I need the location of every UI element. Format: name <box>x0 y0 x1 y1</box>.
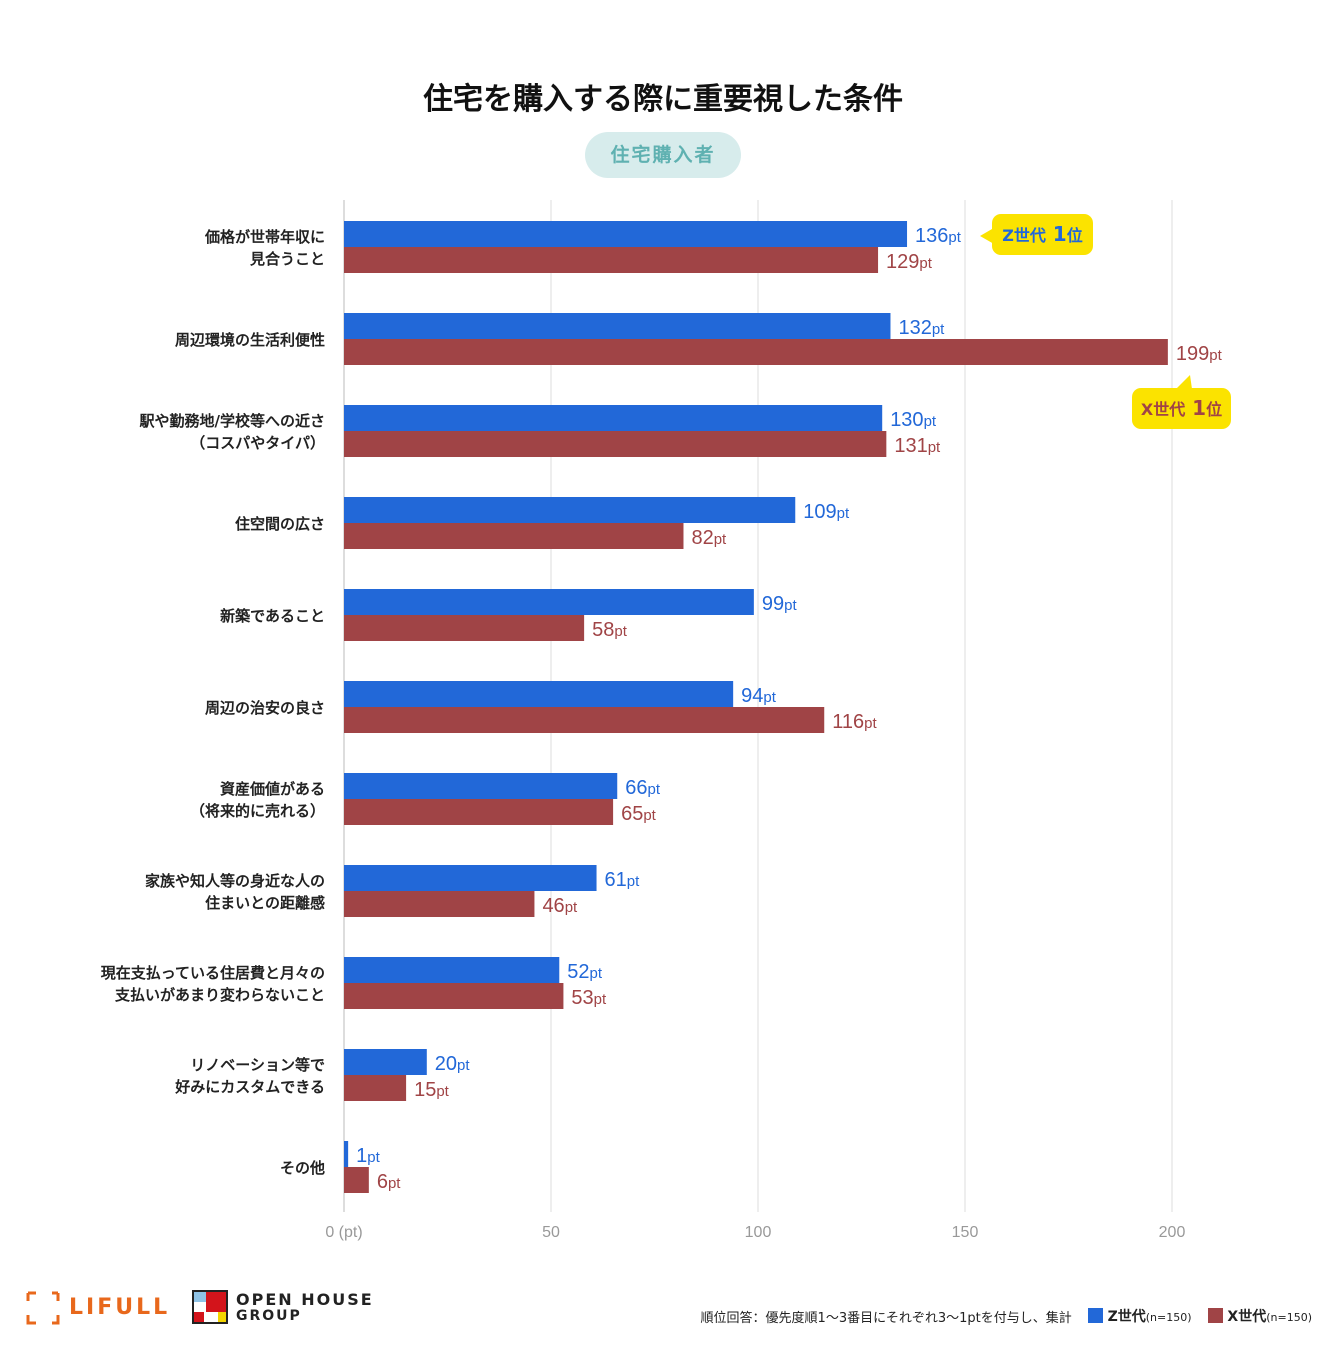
category-label: 駅や勤務地/学校等への近さ <box>139 412 325 430</box>
category-label: 現在支払っている住居費と月々の <box>101 964 325 982</box>
data-label: 53pt <box>571 987 607 1009</box>
bar-x <box>344 1167 369 1193</box>
bar-z <box>344 1049 427 1075</box>
data-label: 99pt <box>762 593 798 615</box>
data-label: 20pt <box>435 1053 471 1075</box>
data-label: 61pt <box>605 869 641 891</box>
data-label: 46pt <box>542 895 578 917</box>
data-label: 52pt <box>567 961 603 983</box>
legend-x: X世代(n=150) <box>1207 1306 1312 1326</box>
data-label: 129pt <box>886 251 933 273</box>
callout-tail <box>1176 375 1192 389</box>
data-label: 82pt <box>691 527 727 549</box>
bar-x <box>344 799 614 825</box>
data-label: 109pt <box>803 501 850 523</box>
lifull-logo-text: LIFULL <box>69 1295 171 1320</box>
bar-z <box>344 497 796 523</box>
bar-z <box>344 681 734 707</box>
legend-z-n: (n=150) <box>1145 1311 1192 1324</box>
data-label: 65pt <box>621 803 657 825</box>
chart-title: 住宅を購入する際に重要視した条件 <box>423 82 903 117</box>
data-label: 94pt <box>741 685 777 707</box>
legend-z: Z世代(n=150) <box>1087 1306 1192 1326</box>
category-label: （将来的に売れる） <box>190 802 325 820</box>
data-label: 131pt <box>894 435 941 457</box>
category-label: 家族や知人等の身近な人の <box>145 872 325 890</box>
category-label: リノベーション等で <box>190 1056 325 1074</box>
rank-callout <box>1132 388 1231 429</box>
category-label: 支払いがあまり変わらないこと <box>114 986 325 1004</box>
legend-x-label: X世代 <box>1227 1309 1267 1325</box>
category-label: 住まいとの距離感 <box>205 894 325 912</box>
bar-z <box>344 589 754 615</box>
legend-z-swatch <box>1087 1308 1103 1323</box>
bar-z <box>344 221 908 247</box>
subtitle-badge: 住宅購入者 <box>585 132 741 178</box>
bar-x <box>344 891 535 917</box>
x-tick-label: 200 <box>1159 1224 1186 1241</box>
data-label: 66pt <box>625 777 661 799</box>
bar-x <box>344 1075 407 1101</box>
legend-x-swatch <box>1207 1308 1223 1323</box>
legend-x-n: (n=150) <box>1266 1311 1312 1324</box>
bar-z <box>344 865 597 891</box>
bar-x <box>344 707 825 733</box>
category-label: 住空間の広さ <box>235 515 325 533</box>
bar-x <box>344 431 887 457</box>
category-label: その他 <box>280 1159 325 1177</box>
bar-z <box>344 405 883 431</box>
bar-x <box>344 523 684 549</box>
category-label: 周辺の治安の良さ <box>205 699 325 717</box>
legend-z-label: Z世代 <box>1107 1309 1146 1325</box>
bar-x <box>344 615 585 641</box>
data-label: 6pt <box>377 1171 401 1193</box>
x-tick-label: 100 <box>745 1224 772 1241</box>
x-tick-label: 150 <box>952 1224 979 1241</box>
data-label: 1pt <box>356 1145 380 1167</box>
rank-callout-text: Z世代 1位 <box>1002 222 1083 246</box>
bar-x <box>344 983 564 1009</box>
rank-callout-text: X世代 1位 <box>1141 396 1222 420</box>
category-label: 周辺環境の生活利便性 <box>175 331 325 349</box>
bar-z <box>344 773 618 799</box>
bar-x <box>344 339 1168 365</box>
callout-tail <box>980 229 994 244</box>
data-label: 130pt <box>890 409 937 431</box>
category-label: 好みにカスタムできる <box>174 1078 325 1096</box>
openhouse-logo-text: OPEN HOUSE <box>236 1290 374 1309</box>
lifull-logo: LIFULL <box>26 1290 167 1330</box>
x-tick-label: 50 <box>542 1224 560 1241</box>
bar-z <box>344 957 560 983</box>
method-note: 順位回答：優先度順1〜3番目にそれぞれ3〜1ptを付与し、集計 <box>700 1310 1072 1326</box>
data-label: 116pt <box>832 711 877 733</box>
rank-callout <box>992 214 1093 255</box>
openhouse-logo: OPEN HOUSE GROUP <box>192 1290 372 1328</box>
category-label: （コスパやタイパ） <box>190 434 325 452</box>
category-label: 資産価値がある <box>220 780 325 798</box>
footer-legend-row: 順位回答：優先度順1〜3番目にそれぞれ3〜1ptを付与し、集計 Z世代(n=15… <box>701 1306 1312 1326</box>
data-label: 199pt <box>1176 343 1223 365</box>
category-label: 価格が世帯年収に <box>204 228 325 246</box>
data-label: 15pt <box>414 1079 450 1101</box>
bar-z <box>344 1141 349 1167</box>
bar-x <box>344 247 879 273</box>
category-label: 見合うこと <box>249 250 325 268</box>
category-label: 新築であること <box>220 607 325 625</box>
data-label: 58pt <box>592 619 628 641</box>
data-label: 136pt <box>915 225 962 247</box>
openhouse-logo-subtext: GROUP <box>236 1308 302 1324</box>
x-tick-label: 0 (pt) <box>325 1224 362 1241</box>
bar-z <box>344 313 891 339</box>
data-label: 132pt <box>898 317 945 339</box>
